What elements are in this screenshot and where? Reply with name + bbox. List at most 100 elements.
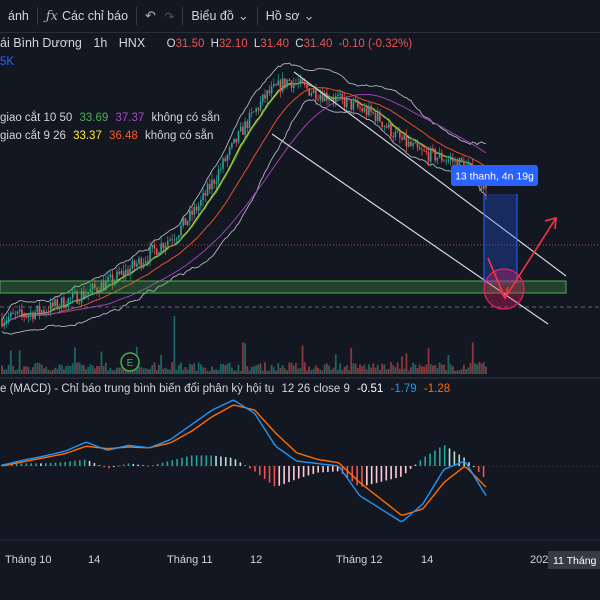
macd-histogram-bar xyxy=(356,466,358,486)
candle-body xyxy=(261,94,264,102)
toolbar-truncated-item[interactable]: ánh xyxy=(0,0,37,32)
candle-body xyxy=(390,123,392,137)
volume-bar xyxy=(429,364,432,374)
profile-menu-button[interactable]: Hồ sơ ⌄ xyxy=(258,0,323,32)
volume-bar xyxy=(365,369,368,374)
candle-body xyxy=(160,243,162,253)
candle-body xyxy=(158,252,160,256)
volume-bar xyxy=(317,367,319,374)
chart-canvas[interactable]: 13 thanh, 4n 19g E Tháng 10 14 Tháng 11 … xyxy=(0,33,600,600)
x-tick-label: 14 xyxy=(421,554,433,566)
arrow-up-annotation[interactable] xyxy=(504,216,557,299)
macd-histogram-bar xyxy=(117,465,120,467)
candle-body xyxy=(427,152,430,162)
earnings-badge[interactable] xyxy=(120,352,140,372)
macd-histogram-bar xyxy=(404,466,407,474)
macd-histogram-bar xyxy=(88,460,91,466)
earnings-badge-label: E xyxy=(127,358,134,369)
macd-histogram-bar xyxy=(322,466,324,473)
macd-signal-value: -1.28 xyxy=(423,383,451,395)
candle-body xyxy=(80,291,83,303)
candle-body xyxy=(290,80,293,89)
candle-body xyxy=(202,192,204,200)
candle-body xyxy=(213,179,215,184)
candle-body xyxy=(120,271,123,275)
candle-body xyxy=(74,291,76,293)
candle-body xyxy=(264,94,266,99)
symbol-name[interactable]: ái Bình Dương xyxy=(0,36,82,50)
indicator-legend-2[interactable]: giao cắt 9 26 33.37 36.48 không có sẵn xyxy=(0,130,217,142)
target-circle[interactable] xyxy=(483,268,525,310)
candle-body xyxy=(5,320,8,323)
candle-body xyxy=(288,79,291,81)
macd-histogram-bar xyxy=(229,457,232,466)
macd-histogram-bar xyxy=(288,466,290,483)
function-icon: ƒx xyxy=(45,8,59,24)
candle-body xyxy=(118,271,120,275)
candle-body xyxy=(443,160,445,162)
volume-bar xyxy=(374,367,377,374)
volume-bar xyxy=(423,366,426,374)
volume-bar xyxy=(376,364,379,374)
volume-bar xyxy=(54,367,56,374)
macd-histogram-bar xyxy=(249,466,251,469)
volume-bar xyxy=(47,369,50,374)
volume-bar xyxy=(182,369,185,374)
candle-body xyxy=(228,147,231,155)
channel-upper-line[interactable] xyxy=(293,71,567,277)
macd-histogram-bar xyxy=(482,466,485,477)
volume-bar xyxy=(370,367,372,374)
candle-body xyxy=(200,199,202,206)
volume-bar xyxy=(283,368,286,374)
indicator-legend-1[interactable]: giao cắt 10 50 33.69 37.37 không có sẵn xyxy=(0,112,224,124)
candle-body xyxy=(34,312,36,320)
support-zone[interactable] xyxy=(0,280,567,294)
volume-bar xyxy=(427,348,430,374)
macd-histogram-bar xyxy=(239,462,242,466)
candle-body xyxy=(78,302,81,304)
undo-button[interactable]: ↶ xyxy=(137,0,164,32)
macd-histogram-bar xyxy=(25,463,28,466)
macd-histogram-bar xyxy=(176,459,178,466)
macd-params: 12 26 close 9 xyxy=(281,383,350,395)
volume-bar xyxy=(213,369,216,374)
candle-body xyxy=(45,311,48,314)
volume-bar xyxy=(246,366,249,374)
macd-histogram-bar xyxy=(400,466,402,477)
volume-bar xyxy=(337,369,339,374)
volume-bar xyxy=(361,366,364,374)
x-tick-label: 14 xyxy=(88,554,100,566)
volume-bar xyxy=(297,368,300,374)
volume-bar xyxy=(414,364,417,374)
candle-body xyxy=(440,153,443,161)
volume-bar xyxy=(120,367,123,374)
volume-bar xyxy=(60,364,63,374)
high-label: H xyxy=(210,38,219,50)
macd-histogram-bar xyxy=(93,463,96,466)
candle-body xyxy=(421,149,423,151)
macd-legend[interactable]: e (MACD) - Chỉ báo trung bình biến đổi p… xyxy=(0,383,454,395)
candle-body xyxy=(65,307,67,309)
candle-body xyxy=(204,192,207,196)
macd-histogram-bar xyxy=(181,457,183,466)
symbol-interval[interactable]: 1h xyxy=(93,36,108,50)
indicators-button[interactable]: ƒx Các chỉ báo xyxy=(38,0,136,32)
volume-bar xyxy=(295,362,297,374)
volume-bar xyxy=(71,363,74,374)
macd-histogram xyxy=(1,445,485,487)
crosshair-date-badge xyxy=(548,551,600,569)
candle-body xyxy=(208,183,211,190)
macd-histogram-bar xyxy=(268,466,271,483)
candle-body xyxy=(423,149,425,151)
candle-body xyxy=(142,262,145,268)
volume-bar xyxy=(175,369,178,374)
candle-body xyxy=(445,160,448,162)
redo-button[interactable]: ↷ xyxy=(164,0,182,32)
indicator-status: không có sẵn xyxy=(145,130,214,142)
chart-menu-button[interactable]: Biểu đồ ⌄ xyxy=(183,0,256,32)
undo-icon: ↶ xyxy=(145,8,156,23)
volume-bar xyxy=(363,364,366,374)
volume-bar xyxy=(140,367,143,374)
volume-bar xyxy=(82,365,85,374)
volume-bar xyxy=(418,364,421,374)
